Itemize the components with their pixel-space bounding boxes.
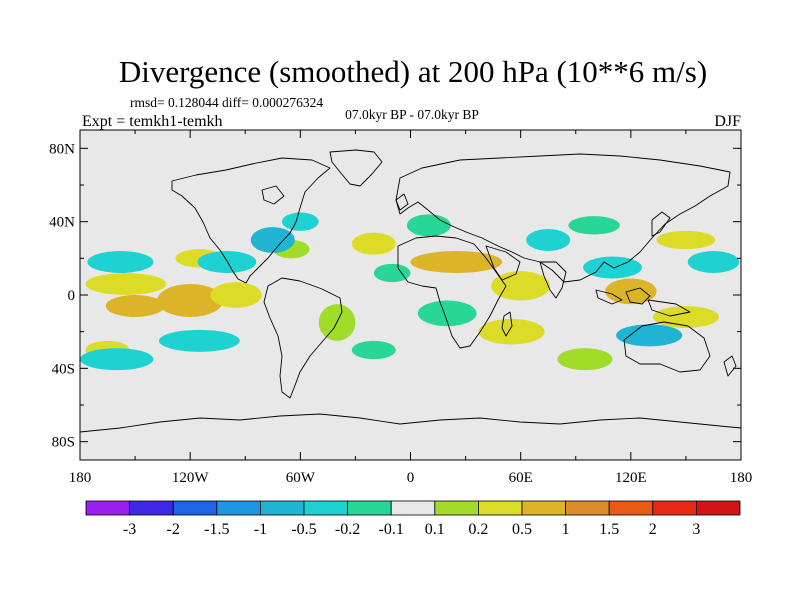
colorbar-swatch — [390, 500, 436, 516]
colorbar-label: -0.5 — [291, 521, 316, 538]
colorbar-label: 0.2 — [468, 521, 488, 538]
chart-title: Divergence (smoothed) at 200 hPa (10**6 … — [119, 54, 707, 89]
contour-blob-positive — [157, 284, 224, 317]
colorbar-swatch — [696, 500, 741, 516]
colorbar-swatch — [347, 500, 392, 516]
y-axis: 80N 40N 0 40S 80S — [49, 141, 741, 451]
y-tick-label: 40N — [49, 215, 75, 231]
contour-blob-negative — [250, 227, 295, 253]
colorbar-label: -2 — [167, 521, 180, 538]
y-tick-label: 80S — [52, 435, 75, 451]
contour-blob-positive — [210, 282, 262, 308]
colorbar-swatch — [608, 500, 654, 516]
colorbar-swatch — [652, 500, 697, 516]
colorbar-swatch — [172, 500, 218, 516]
contour-blob-negative — [281, 212, 319, 231]
contour-fills — [80, 212, 740, 371]
colorbar: -3 -2 -1.5 -1 -0.5 -0.2 -0.1 0.1 0.2 0.5 1 1.5 2 3 — [85, 500, 741, 538]
colorbar-label: -0.2 — [335, 521, 360, 538]
colorbar-label: -1.5 — [204, 521, 229, 538]
x-tick-label: 60W — [286, 470, 316, 486]
colorbar-swatch — [434, 500, 479, 516]
contour-blob-negative — [373, 263, 411, 283]
season-text: DJF — [714, 113, 741, 130]
colorbar-label: 1 — [562, 521, 570, 538]
contour-blob-positive — [351, 232, 396, 255]
contour-blob-positive — [85, 273, 167, 295]
colorbar-swatch — [565, 500, 610, 516]
expt-text: Expt = temkh1-temkh — [82, 113, 223, 130]
colorbar-swatch — [303, 500, 348, 516]
x-tick-label: 120W — [172, 470, 210, 486]
coastlines — [79, 149, 742, 433]
contour-blob-positive — [557, 348, 613, 371]
colorbar-label: 0.5 — [512, 521, 532, 538]
stats-text: rmsd= 0.128044 diff= 0.000276324 — [130, 95, 323, 110]
colorbar-label: 2 — [649, 521, 657, 538]
colorbar-swatch — [521, 500, 566, 516]
colorbar-swatch — [85, 500, 130, 516]
y-tick-label: 0 — [68, 288, 76, 304]
contour-blob-negative — [351, 340, 396, 360]
contour-blob-negative — [406, 214, 451, 237]
x-axis: 180 120W 60W 0 60E 120E 180 — [69, 130, 753, 486]
x-tick-label: 180 — [69, 470, 92, 486]
colorbar-label: 0.1 — [425, 521, 445, 538]
colorbar-swatch — [477, 500, 523, 516]
contour-blob-negative — [526, 229, 571, 251]
colorbar-swatch — [216, 500, 261, 516]
contour-blob-positive — [478, 318, 545, 345]
y-tick-label: 40S — [52, 361, 75, 377]
contour-blob-positive — [656, 230, 716, 250]
colorbar-swatch — [129, 500, 174, 516]
colorbar-label: 1.5 — [599, 521, 619, 538]
x-tick-label: 0 — [407, 470, 415, 486]
x-tick-label: 180 — [730, 470, 753, 486]
contour-blob-negative — [616, 324, 683, 347]
colorbar-swatch — [259, 500, 305, 516]
y-tick-label: 80N — [49, 141, 75, 157]
contour-blob-negative — [87, 251, 154, 273]
colorbar-label: -3 — [123, 521, 136, 538]
contour-blob-negative — [687, 251, 740, 273]
contour-blob-positive — [105, 295, 165, 317]
contour-blob-negative — [417, 300, 477, 327]
colorbar-label: -0.1 — [379, 521, 404, 538]
colorbar-label: 3 — [692, 521, 700, 538]
contour-blob-negative — [197, 251, 257, 273]
colorbar-label: -1 — [254, 521, 267, 538]
contour-blob-positive — [410, 251, 503, 273]
period-text: 07.0kyr BP - 07.0kyr BP — [345, 107, 479, 122]
x-tick-label: 60E — [509, 470, 533, 486]
contour-blob-negative — [568, 216, 620, 235]
contour-blob-negative — [158, 329, 240, 352]
x-tick-label: 120E — [615, 470, 647, 486]
contour-blob-negative — [80, 348, 154, 371]
